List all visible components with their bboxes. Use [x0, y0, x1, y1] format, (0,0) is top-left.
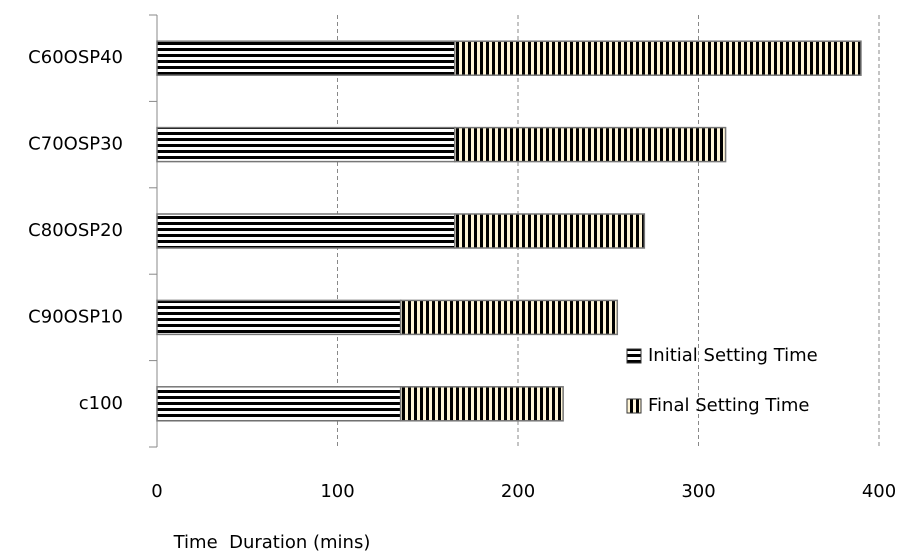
legend-swatch — [627, 399, 641, 413]
bar-segment — [401, 300, 618, 334]
x-tick-label: 100 — [320, 481, 354, 502]
bar-segment — [455, 41, 861, 75]
bar-segment — [157, 128, 455, 162]
bar-segment — [157, 387, 401, 421]
x-tick-label: 0 — [151, 481, 162, 502]
y-tick-label: C70OSP30 — [28, 134, 123, 155]
legend-label: Final Setting Time — [648, 395, 809, 416]
y-tick-label: c100 — [79, 393, 123, 414]
chart: Time Duration (mins) 0 100 200 300 400 c100 C9… — [0, 0, 902, 555]
y-tick-label: C80OSP20 — [28, 220, 123, 241]
bar-segment — [157, 214, 455, 248]
bar-segment — [455, 214, 645, 248]
legend-swatch — [627, 349, 641, 363]
x-tick-label: 200 — [501, 481, 535, 502]
legend-label: Initial Setting Time — [648, 345, 818, 366]
bar-segment — [455, 128, 726, 162]
x-axis-title: Time Duration (mins) — [173, 532, 371, 553]
bar-segment — [401, 387, 563, 421]
x-tick-label: 300 — [681, 481, 715, 502]
bar-segment — [157, 41, 455, 75]
bar-segment — [157, 300, 401, 334]
y-tick-label: C60OSP40 — [28, 47, 123, 68]
y-tick-label: C90OSP10 — [28, 306, 123, 327]
x-tick-label: 400 — [862, 481, 896, 502]
